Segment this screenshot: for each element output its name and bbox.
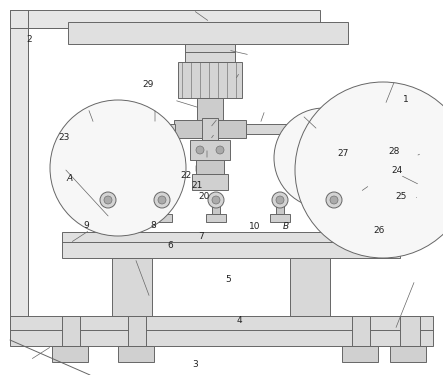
Bar <box>142 120 162 138</box>
Bar <box>104 206 112 214</box>
Text: 23: 23 <box>58 134 70 142</box>
Bar <box>62 232 400 258</box>
Bar <box>369 118 397 130</box>
Bar <box>335 186 431 210</box>
Bar <box>343 150 423 186</box>
Text: 22: 22 <box>180 171 192 180</box>
Bar <box>202 118 218 140</box>
Bar <box>312 176 336 194</box>
Text: 10: 10 <box>249 222 260 231</box>
Bar <box>330 206 338 214</box>
Circle shape <box>154 192 170 208</box>
Bar <box>290 258 330 316</box>
Bar <box>246 124 346 134</box>
Bar <box>212 206 220 214</box>
Circle shape <box>100 192 116 208</box>
Text: 2: 2 <box>26 35 31 44</box>
Bar <box>185 44 235 62</box>
Text: 26: 26 <box>373 226 385 235</box>
Bar <box>342 346 378 362</box>
Bar <box>197 98 223 120</box>
Text: 20: 20 <box>198 192 210 201</box>
Circle shape <box>330 196 338 204</box>
Bar <box>152 214 172 222</box>
Bar <box>98 214 118 222</box>
Circle shape <box>196 146 204 154</box>
Bar <box>158 206 166 214</box>
Bar <box>68 22 348 44</box>
Bar <box>94 206 112 226</box>
Text: 8: 8 <box>150 220 155 230</box>
Circle shape <box>274 108 374 208</box>
Bar <box>10 316 433 346</box>
Bar <box>190 140 230 160</box>
Circle shape <box>272 192 288 208</box>
Bar <box>10 10 28 340</box>
Bar <box>80 124 175 134</box>
Bar <box>10 10 320 28</box>
Circle shape <box>216 146 224 154</box>
Bar <box>206 214 226 222</box>
Bar <box>174 120 246 138</box>
Bar <box>192 174 228 190</box>
Bar <box>375 90 391 120</box>
Bar <box>118 346 154 362</box>
Bar <box>400 316 420 346</box>
Circle shape <box>158 196 166 204</box>
Bar <box>80 120 100 138</box>
Bar <box>352 316 370 346</box>
Bar <box>270 214 290 222</box>
Circle shape <box>212 196 220 204</box>
Bar <box>276 206 284 214</box>
Text: 7: 7 <box>199 232 204 241</box>
Bar <box>196 160 224 174</box>
Text: 5: 5 <box>225 275 231 284</box>
Text: 28: 28 <box>389 147 400 156</box>
Bar <box>52 346 88 362</box>
Bar <box>178 62 242 98</box>
Bar <box>130 150 160 162</box>
Bar <box>62 316 80 346</box>
Text: 21: 21 <box>191 182 203 190</box>
Circle shape <box>50 100 186 236</box>
Bar <box>337 130 429 150</box>
Bar <box>128 316 146 346</box>
Circle shape <box>208 192 224 208</box>
Bar <box>73 160 163 180</box>
Text: 1: 1 <box>403 95 408 104</box>
Bar <box>86 180 150 206</box>
Text: A: A <box>67 174 73 183</box>
Circle shape <box>276 196 284 204</box>
Circle shape <box>326 192 342 208</box>
Text: 25: 25 <box>395 192 407 201</box>
Text: 9: 9 <box>84 220 89 230</box>
Text: 4: 4 <box>237 316 242 325</box>
Text: 24: 24 <box>391 166 402 175</box>
Text: 29: 29 <box>143 80 154 89</box>
Bar <box>76 150 106 162</box>
Bar <box>306 126 342 176</box>
Bar <box>112 258 152 316</box>
Text: 6: 6 <box>168 241 173 250</box>
Circle shape <box>295 82 443 258</box>
Text: B: B <box>283 222 289 231</box>
Bar <box>324 214 344 222</box>
Text: 3: 3 <box>192 360 198 369</box>
Text: 27: 27 <box>338 149 349 158</box>
Bar <box>124 206 142 226</box>
Bar <box>390 346 426 362</box>
Circle shape <box>104 196 112 204</box>
